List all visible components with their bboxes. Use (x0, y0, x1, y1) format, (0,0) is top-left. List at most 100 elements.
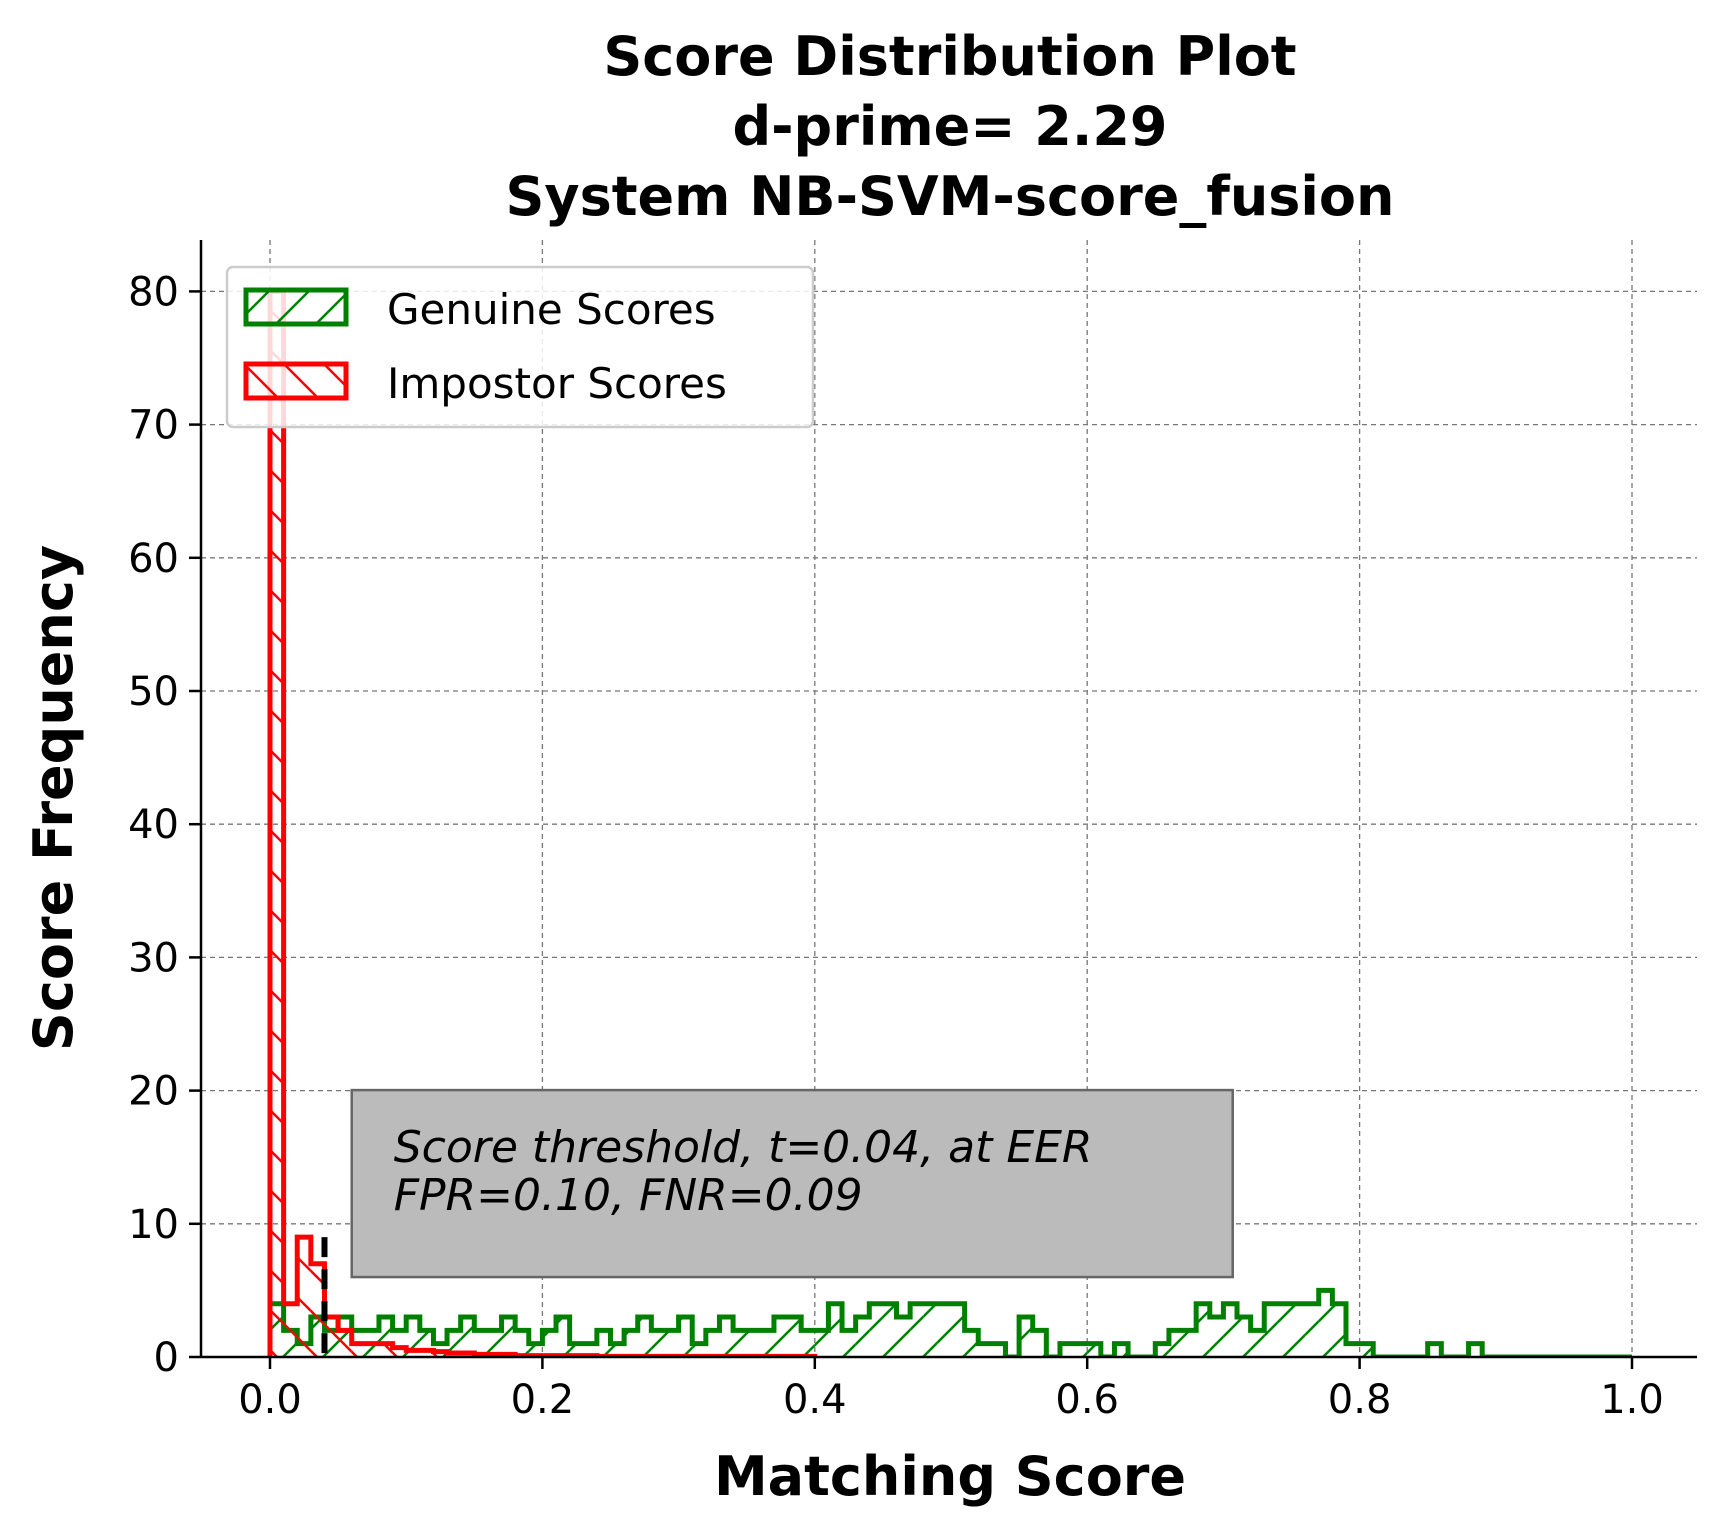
impostor-bin (297, 1237, 311, 1357)
genuine-bin (406, 1317, 420, 1357)
genuine-bin (910, 1303, 924, 1357)
impostor-bin (406, 1350, 420, 1357)
genuine-bin (1182, 1330, 1197, 1357)
chart-title: Score Distribution Plot d-prime= 2.29 Sy… (506, 25, 1395, 228)
impostor-bin (419, 1350, 434, 1357)
y-tick-label: 30 (128, 935, 179, 981)
x-axis-label: Matching Score (714, 1445, 1186, 1508)
y-axis-label: Score Frequency (22, 545, 85, 1051)
genuine-bin (719, 1317, 734, 1357)
x-tick-label: 0.0 (238, 1377, 302, 1423)
legend: Genuine Scores Impostor Scores (225, 265, 815, 429)
genuine-bin (814, 1330, 829, 1357)
genuine-bin (937, 1303, 951, 1357)
genuine-bin (501, 1317, 516, 1357)
y-tick-label: 20 (128, 1069, 179, 1115)
legend-swatch-impostor (243, 361, 349, 401)
genuine-bin (1168, 1330, 1183, 1357)
y-tick-label: 40 (128, 802, 179, 848)
genuine-bin (760, 1330, 774, 1357)
genuine-bin (869, 1303, 883, 1357)
genuine-bin (842, 1330, 856, 1357)
genuine-bin (705, 1330, 720, 1357)
genuine-bin (1277, 1303, 1292, 1357)
x-tick-label: 0.4 (783, 1377, 847, 1423)
impostor-bin (270, 291, 284, 1357)
genuine-bin (487, 1330, 502, 1357)
annotation-line-2: FPR=0.10, FNR=0.09 (394, 1170, 863, 1221)
eer-annotation: Score threshold, t=0.04, at EER FPR=0.10… (350, 1088, 1234, 1279)
x-tick-label: 0.2 (511, 1377, 575, 1423)
genuine-bin (801, 1330, 815, 1357)
legend-frame (225, 265, 815, 429)
y-tick-label: 60 (128, 536, 179, 582)
y-tick-label: 10 (128, 1202, 179, 1248)
genuine-bin (651, 1330, 665, 1357)
impostor-bin (310, 1263, 325, 1357)
y-tick-label: 50 (128, 669, 179, 715)
genuine-bin (1073, 1343, 1088, 1357)
genuine-bin (1155, 1343, 1169, 1357)
genuine-outline (267, 1287, 1632, 1357)
impostor-bin (351, 1343, 366, 1357)
genuine-bin (1032, 1330, 1047, 1357)
impostor-bin (433, 1351, 448, 1357)
impostor-bin (338, 1330, 352, 1357)
genuine-bin (1332, 1303, 1346, 1357)
x-tick-label: 0.8 (1328, 1377, 1392, 1423)
x-tick-label: 0.6 (1055, 1377, 1119, 1423)
genuine-bin (746, 1330, 761, 1357)
axis-ticks: 0.0 0.2 0.4 0.6 0.8 1.0 0 10 20 30 40 50 60 70 80 (128, 269, 1664, 1423)
genuine-bin (923, 1303, 938, 1357)
impostor-bin (365, 1343, 379, 1357)
genuine-bin (542, 1330, 557, 1357)
genuine-bin (1114, 1343, 1129, 1357)
genuine-bin (474, 1330, 488, 1357)
genuine-bin (460, 1317, 475, 1357)
genuine-bin (855, 1317, 870, 1357)
genuine-bin (1427, 1343, 1442, 1357)
genuine-bin (637, 1317, 652, 1357)
annotation-line-1: Score threshold, t=0.04, at EER (394, 1122, 1093, 1173)
genuine-bin (515, 1330, 529, 1357)
impostor-bin (283, 1303, 298, 1357)
legend-label-genuine: Genuine Scores (387, 285, 716, 334)
genuine-bin (556, 1317, 570, 1357)
genuine-bin (951, 1303, 965, 1357)
genuine-bin (447, 1330, 461, 1357)
genuine-bin (692, 1343, 706, 1357)
x-tick-label: 1.0 (1600, 1377, 1664, 1423)
genuine-bin (978, 1343, 992, 1357)
annotation-box (350, 1088, 1234, 1279)
genuine-bin (1196, 1303, 1210, 1357)
legend-swatch-genuine (243, 287, 349, 327)
genuine-bin (733, 1330, 747, 1357)
genuine-bin (1291, 1303, 1306, 1357)
genuine-bin (1019, 1317, 1033, 1357)
genuine-bin (1318, 1290, 1333, 1357)
impostor-bin (324, 1317, 339, 1357)
chart-title-line-1: Score Distribution Plot (603, 25, 1296, 88)
genuine-bin (1059, 1343, 1074, 1357)
genuine-bin (828, 1303, 843, 1357)
genuine-bin (773, 1317, 788, 1357)
genuine-bin (1468, 1343, 1483, 1357)
genuine-bin (1359, 1343, 1374, 1357)
genuine-bin (991, 1343, 1006, 1357)
y-tick-label: 80 (128, 269, 179, 315)
genuine-bin (1223, 1303, 1238, 1357)
impostor-bin (392, 1347, 407, 1357)
genuine-bin (1250, 1330, 1265, 1357)
genuine-bin (678, 1317, 693, 1357)
genuine-histogram (267, 1287, 1632, 1357)
genuine-bin (1087, 1343, 1101, 1357)
genuine-bin (610, 1343, 625, 1357)
genuine-bin (664, 1330, 679, 1357)
chart-title-line-3: System NB-SVM-score_fusion (506, 165, 1395, 228)
plot-area (267, 288, 1632, 1357)
genuine-bin (1305, 1303, 1319, 1357)
genuine-bin (1237, 1317, 1251, 1357)
genuine-bin (624, 1330, 638, 1357)
axes (199, 240, 1697, 1359)
